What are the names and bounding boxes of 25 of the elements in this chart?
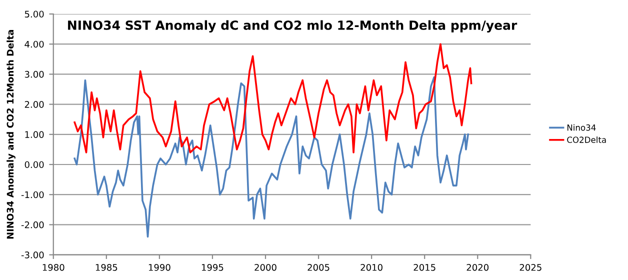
y-tick-label: -1.00	[21, 191, 44, 198]
y-tick-label: 4.00	[24, 40, 44, 48]
x-tick-label: 2010	[360, 264, 382, 271]
legend-label: Nino34	[567, 124, 596, 131]
x-tick-label: 2015	[414, 264, 436, 271]
x-tick-label: 1995	[202, 264, 224, 271]
y-tick-label: 3.00	[24, 70, 44, 78]
y-tick-label: 1.00	[25, 131, 44, 138]
y-axis-title: NINO34 Anomaly and CO2 12Month Delta	[6, 30, 16, 239]
x-tick-label: 2025	[520, 264, 542, 271]
x-tick-label: 2020	[466, 264, 489, 271]
x-tick-label: 1990	[148, 264, 170, 271]
x-tick-label: 2005	[308, 264, 330, 271]
x-tick-label: 1985	[96, 264, 118, 271]
y-tick-label: 0.00	[24, 161, 44, 168]
legend-label: CO2Delta	[567, 136, 606, 143]
line-series	[74, 76, 469, 238]
y-tick-label: -2.00	[21, 221, 44, 228]
x-tick-label: 1980	[42, 264, 64, 271]
y-tick-label: -3.00	[21, 252, 44, 258]
y-tick-label: 5.00	[24, 10, 44, 18]
x-tick-label: 2000	[254, 264, 276, 271]
line-series	[74, 43, 472, 154]
chart-title: NINO34 SST Anomaly dC and CO2 mlo 12-Month Delta ppm/year	[68, 20, 518, 32]
y-tick-label: 2.00	[24, 101, 44, 108]
